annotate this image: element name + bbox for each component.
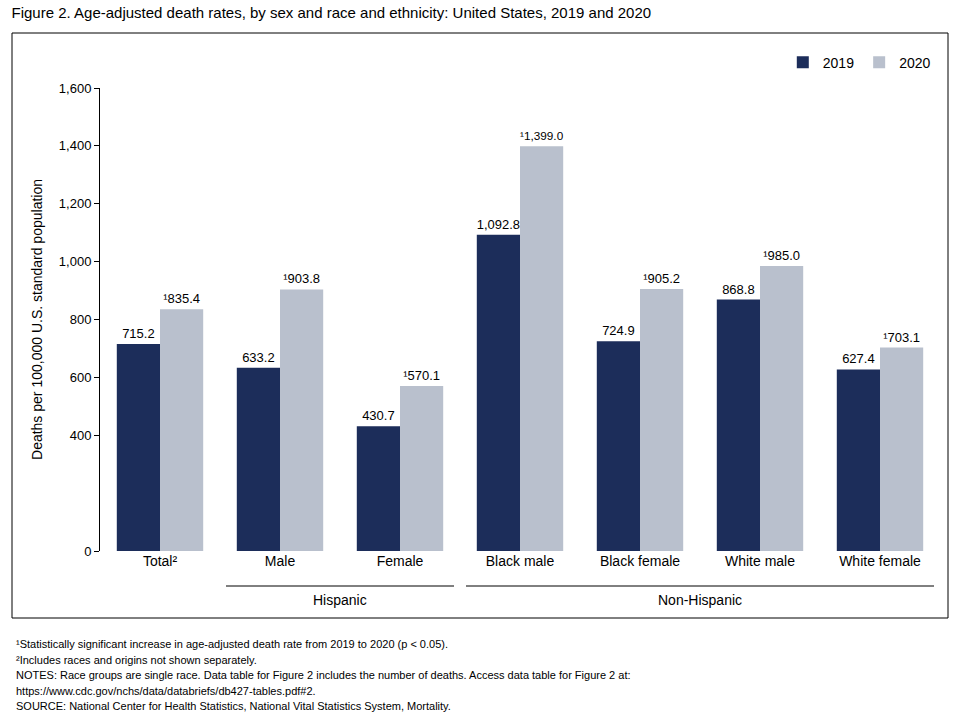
- svg-text:Figure 2. Age-adjusted death r: Figure 2. Age-adjusted death rates, by s…: [12, 4, 652, 21]
- svg-text:1,000: 1,000: [59, 254, 92, 269]
- svg-text:724.9: 724.9: [602, 323, 635, 338]
- svg-text:2020: 2020: [899, 55, 930, 71]
- svg-text:White female: White female: [839, 553, 921, 569]
- svg-text:627.4: 627.4: [842, 351, 875, 366]
- svg-text:¹703.1: ¹703.1: [883, 330, 920, 345]
- svg-text:¹835.4: ¹835.4: [163, 291, 200, 306]
- svg-text:²Includes races and origins no: ²Includes races and origins not shown se…: [16, 654, 257, 666]
- svg-text:715.2: 715.2: [122, 326, 155, 341]
- svg-text:¹570.1: ¹570.1: [403, 368, 440, 383]
- svg-text:868.8: 868.8: [722, 282, 755, 297]
- svg-text:Deaths per 100,000 U.S. standa: Deaths per 100,000 U.S. standard populat…: [29, 179, 45, 460]
- svg-text:White male: White male: [725, 553, 795, 569]
- svg-text:1,600: 1,600: [59, 81, 92, 96]
- svg-text:Black male: Black male: [486, 553, 555, 569]
- svg-text:0: 0: [84, 544, 91, 559]
- svg-text:NOTES: Race groups are single: NOTES: Race groups are single race. Data…: [16, 669, 631, 681]
- svg-text:1,400: 1,400: [59, 138, 92, 153]
- svg-text:https://www.cdc.gov/nchs/data/: https://www.cdc.gov/nchs/data/databriefs…: [16, 685, 316, 697]
- svg-text:¹1,399.0: ¹1,399.0: [520, 129, 564, 142]
- svg-text:¹905.2: ¹905.2: [643, 271, 680, 286]
- svg-text:430.7: 430.7: [362, 408, 395, 423]
- svg-text:1,200: 1,200: [59, 196, 92, 211]
- svg-text:800: 800: [70, 312, 92, 327]
- svg-text:Total²: Total²: [143, 553, 178, 569]
- svg-text:400: 400: [70, 428, 92, 443]
- svg-text:Hispanic: Hispanic: [313, 592, 367, 608]
- svg-text:Black female: Black female: [600, 553, 680, 569]
- svg-text:2019: 2019: [823, 55, 854, 71]
- svg-text:¹985.0: ¹985.0: [763, 248, 800, 263]
- svg-text:¹Statistically significant inc: ¹Statistically significant increase in a…: [16, 638, 448, 650]
- svg-text:633.2: 633.2: [242, 350, 275, 365]
- svg-text:Non-Hispanic: Non-Hispanic: [658, 592, 742, 608]
- svg-text:Male: Male: [265, 553, 296, 569]
- svg-text:Female: Female: [377, 553, 424, 569]
- svg-text:SOURCE: National Center for He: SOURCE: National Center for Health Stati…: [16, 700, 451, 712]
- svg-text:¹903.8: ¹903.8: [283, 271, 320, 286]
- svg-text:1,092.8: 1,092.8: [477, 217, 520, 232]
- svg-text:600: 600: [70, 370, 92, 385]
